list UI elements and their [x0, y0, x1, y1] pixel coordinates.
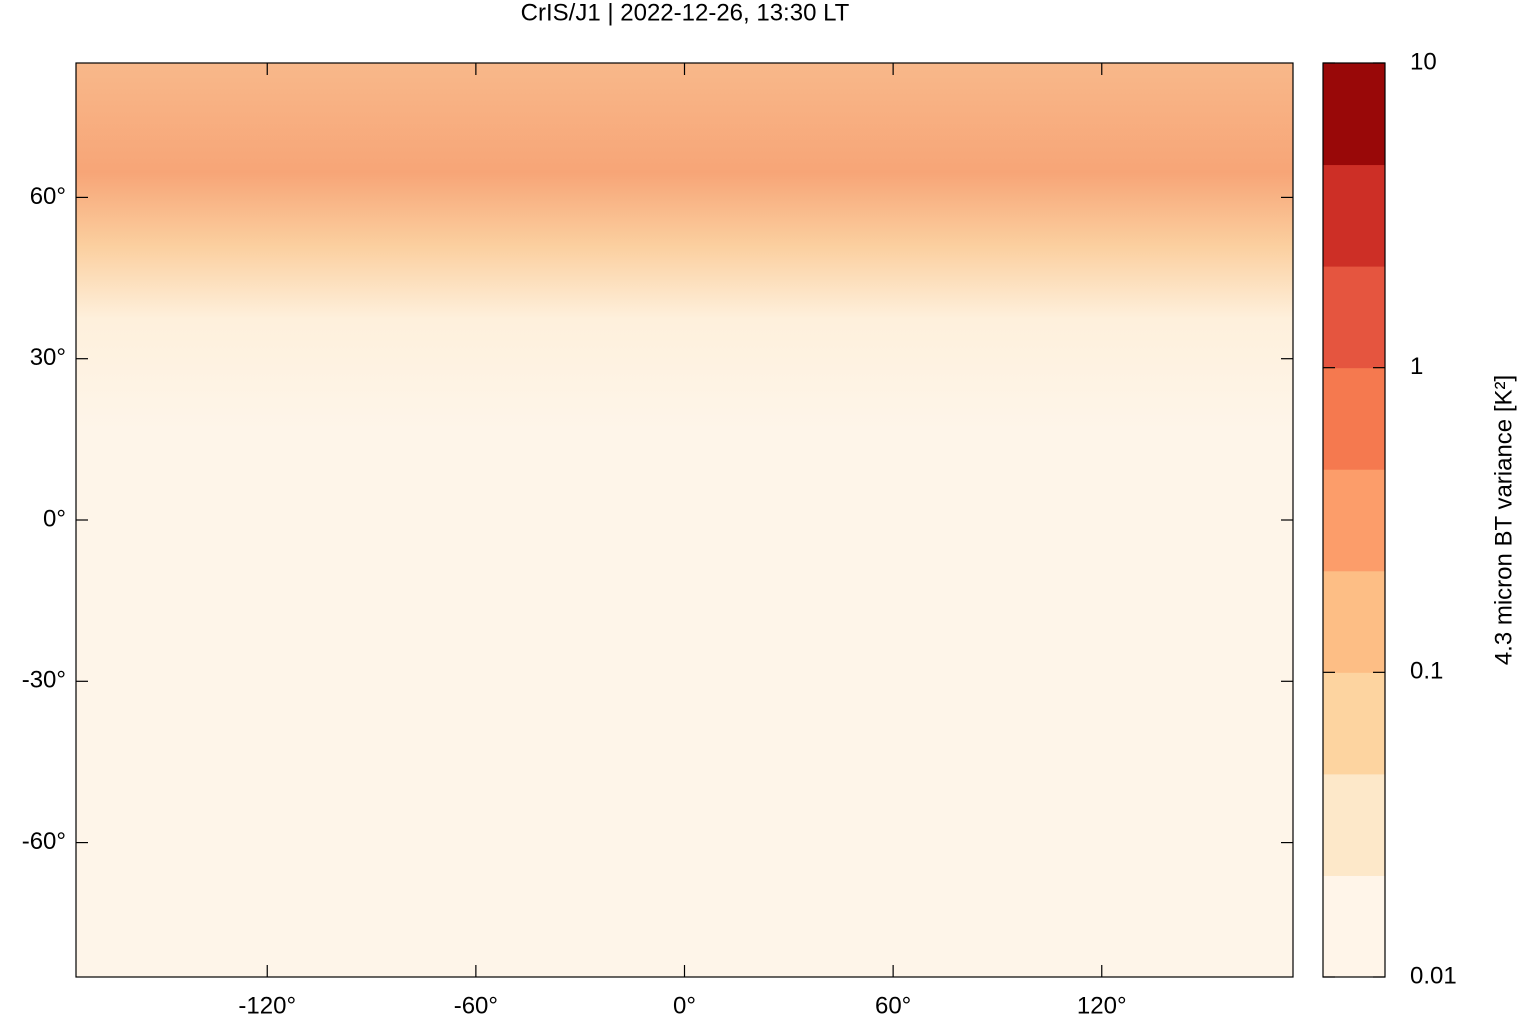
chart-title: CrIS/J1 | 2022-12-26, 13:30 LT [521, 0, 850, 26]
colorbar-band [1323, 367, 1385, 470]
y-tick-label: -30° [22, 667, 66, 694]
colorbar-band [1323, 266, 1385, 369]
y-tick-label: 0° [43, 505, 66, 532]
colorbar-tick-label: 1 [1410, 353, 1423, 380]
y-tick-label: -60° [22, 828, 66, 855]
x-tick-label: 0° [673, 992, 696, 1019]
y-tick-label: 60° [30, 183, 66, 210]
colorbar-band [1323, 875, 1385, 978]
colorbar-label: 4.3 micron BT variance [K²] [1490, 375, 1517, 665]
colorbar-tick-label: 10 [1410, 48, 1437, 75]
colorbar-tick-label: 0.01 [1410, 962, 1457, 989]
colorbar-band [1323, 469, 1385, 572]
x-tick-label: -120° [238, 992, 296, 1019]
x-tick-label: 120° [1077, 992, 1127, 1019]
x-tick-label: 60° [875, 992, 911, 1019]
map-field [76, 63, 1293, 977]
colorbar-band [1323, 164, 1385, 267]
colorbar-band [1323, 773, 1385, 876]
colorbar-frame [1322, 62, 1386, 978]
colorbar-band [1323, 672, 1385, 775]
colorbar-band [1323, 570, 1385, 673]
y-tick-label: 30° [30, 344, 66, 371]
colorbar-band [1323, 63, 1385, 166]
colorbar-tick-label: 0.1 [1410, 658, 1443, 685]
x-tick-label: -60° [454, 992, 498, 1019]
